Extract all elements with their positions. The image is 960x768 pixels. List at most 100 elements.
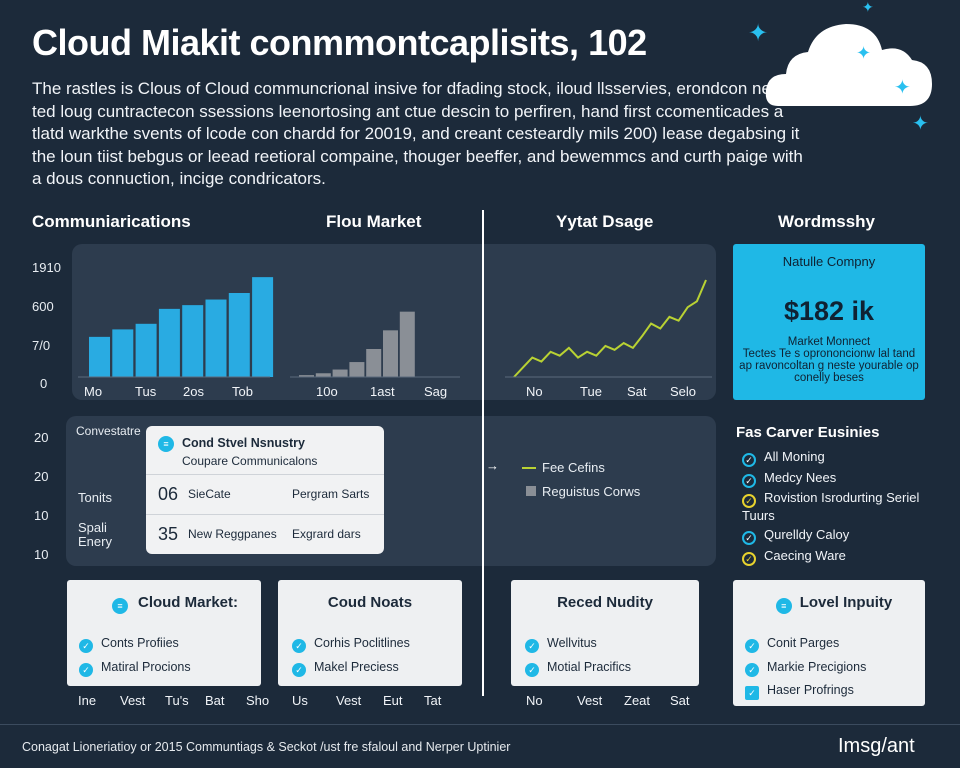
spali-label: Spali	[78, 520, 107, 535]
info-icon: ≡	[775, 598, 792, 614]
list-item[interactable]: ✓ Qurelldy Caloy	[742, 527, 849, 545]
bar	[228, 293, 250, 377]
x-tick: 1ast	[370, 384, 395, 399]
x-tick: Mo	[84, 384, 103, 399]
popup-title: Cond Stvel Nsnustry	[182, 436, 305, 450]
bar	[299, 375, 314, 377]
x-tick: Us	[292, 693, 308, 708]
x-tick: No	[526, 384, 543, 399]
popup-row1-value: Pergram Sarts	[292, 487, 370, 501]
check-icon: ✓	[292, 663, 306, 677]
check-icon: ✓	[525, 639, 539, 653]
card-lovel-inpuity[interactable]: ≡ Lovel Inpuity ✓ Conit Parges ✓ Markie Pre…	[733, 580, 925, 706]
x-tick: 10o	[316, 384, 338, 399]
x-tick: Selo	[670, 384, 697, 399]
header-communications: Communiarications	[32, 212, 191, 231]
x-tick: Sag	[424, 384, 448, 399]
list-item[interactable]: ✓ Medcy Nees	[742, 470, 836, 488]
list-item[interactable]: ✓ Caecing Ware	[742, 548, 846, 566]
x-tick: Bat	[205, 693, 225, 708]
popup-row2-label: New Reggpanes	[188, 527, 277, 541]
tonits-label: Tonits	[78, 490, 112, 505]
card-title: Reced Nudity	[557, 594, 653, 611]
bar	[252, 277, 274, 377]
brand-logo: Imsg/ant	[838, 735, 915, 757]
header-wordmsshy: Wordmsshy	[778, 212, 875, 231]
card-item: ✓ Markie Precigions	[745, 660, 866, 677]
bar	[158, 308, 180, 377]
list-item[interactable]: ✓ All Moning	[742, 449, 825, 467]
x-tick: Sat	[627, 384, 647, 399]
y-tick: 1910	[32, 260, 61, 275]
check-icon: ✓	[742, 474, 756, 488]
x-tick: Tat	[424, 693, 442, 708]
footer-divider	[0, 724, 960, 725]
x-tick: Zeat	[624, 693, 651, 708]
legend-line-swatch	[522, 467, 536, 469]
x-tick: No	[526, 693, 543, 708]
check-icon: ✓	[525, 663, 539, 677]
card-cloud-market[interactable]: ≡ Cloud Market: ✓ Conts Profiies ✓ Matiral …	[67, 580, 261, 686]
sparkle-icon: ✦	[856, 43, 872, 63]
sparkle-icon: ✦	[862, 0, 874, 15]
page-title: Cloud Miakit conmmontcaplisits, 102	[32, 22, 647, 63]
card-item: ✓ Wellvitus	[525, 636, 597, 653]
popup-row2-number: 35	[158, 524, 179, 544]
kpi-caption-title: Market Monnect	[787, 336, 871, 348]
x-tick: Tue	[580, 384, 602, 399]
y-tick: 7/0	[32, 338, 51, 353]
x-tick: Eut	[383, 693, 403, 708]
list-item[interactable]: ✓ Rovistion Isrodurting Seriel Tuurs	[742, 490, 920, 523]
bar	[366, 349, 382, 377]
bar	[332, 369, 348, 377]
check-icon: ✓	[292, 639, 306, 653]
bar	[205, 299, 227, 377]
card-reced-nudity[interactable]: Reced Nudity ✓ Wellvitus ✓ Motial Pracific…	[511, 580, 699, 686]
x-tick: Vest	[577, 693, 603, 708]
card-coud-noats[interactable]: Coud Noats ✓ Corhis Poclitlines ✓ Makel Pr…	[278, 580, 462, 686]
x-tick: Vest	[120, 693, 146, 708]
y-tick: 0	[40, 376, 48, 391]
card-item: ✓ Motial Pracifics	[525, 660, 631, 677]
x-tick: Ine	[78, 693, 97, 708]
bar	[89, 336, 110, 377]
card-item: ✓ Haser Profrings	[745, 683, 854, 700]
series-line	[513, 279, 707, 378]
check-icon: ✓	[79, 663, 93, 677]
y-tick: 600	[32, 299, 54, 314]
bar	[399, 311, 415, 377]
x-tick: Sat	[670, 693, 690, 708]
x-tick: Tus	[135, 384, 157, 399]
card-title: ≡ Cloud Market:	[67, 594, 261, 614]
bar	[182, 305, 204, 377]
check-icon: ✓	[742, 531, 756, 545]
arrow-right-icon: →	[486, 458, 499, 473]
check-icon: ✓	[745, 686, 759, 700]
info-icon: ≡	[111, 598, 128, 614]
card-item: ✓ Makel Preciess	[292, 660, 399, 677]
x-tick: Tob	[232, 384, 253, 399]
bar	[112, 329, 134, 377]
y-tick: 20	[34, 469, 49, 484]
bar	[135, 323, 157, 377]
divider	[482, 210, 484, 696]
bar	[315, 373, 331, 377]
x-tick: Tu's	[165, 693, 189, 708]
popup-subtitle: Coupare Communicalons	[182, 454, 318, 468]
cloud-icon	[765, 24, 932, 106]
kpi-card[interactable]: Natulle Compny $182 ik Market Monnect Te…	[733, 244, 925, 400]
check-icon: ✓	[745, 663, 759, 677]
legend-line-label: Fee Cefins	[542, 460, 605, 475]
sparkle-icon: ✦	[894, 77, 911, 99]
card-item: ✓ Conts Profiies	[79, 636, 179, 653]
kpi-caption-text: Tectes Te s oprononcionw lal tand ap rav…	[739, 348, 919, 384]
industry-popup[interactable]: ≡ Cond Stvel Nsnustry Coupare Communical…	[146, 426, 384, 554]
kpi-caption: Market Monnect Tectes Te s oprononcionw …	[739, 336, 919, 384]
popup-row1-label: SieCate	[188, 487, 231, 501]
right-list-title: Fas Carver Eusinies	[736, 424, 880, 441]
check-icon: ✓	[742, 453, 756, 467]
legend-box-label: Reguistus Corws	[542, 484, 641, 499]
x-tick: 2os	[183, 384, 204, 399]
y-tick: 20	[34, 430, 49, 445]
convo-label: Convestatre	[76, 424, 141, 438]
